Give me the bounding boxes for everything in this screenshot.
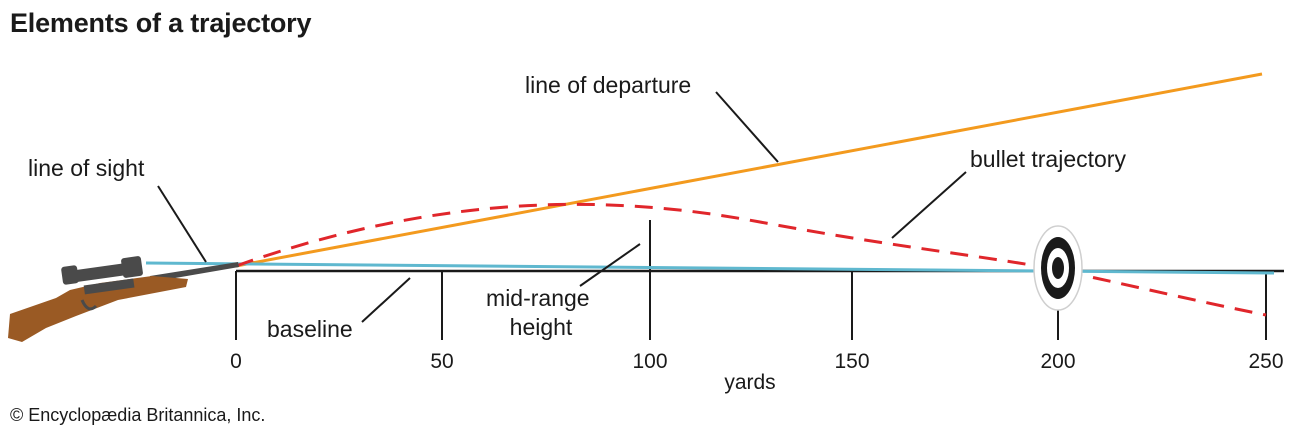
line-of-departure — [235, 72, 1263, 268]
label-mid-range-height: mid-range height — [486, 285, 596, 340]
pointer-mid-range-height — [579, 243, 641, 287]
tick-label-150: 150 — [834, 350, 869, 373]
label-line-of-departure: line of departure — [525, 72, 691, 98]
tick-label-0: 0 — [230, 350, 242, 373]
label-baseline: baseline — [267, 316, 353, 342]
label-mid-range-line2: height — [510, 314, 573, 340]
pointer-bullet-trajectory — [891, 171, 967, 239]
tick-label-100: 100 — [632, 350, 667, 373]
axis-unit-label: yards — [724, 371, 775, 394]
label-mid-range-line1: mid-range — [486, 285, 590, 311]
tick-label-50: 50 — [430, 350, 453, 373]
label-line-of-sight: line of sight — [28, 155, 145, 181]
tick-label-250: 250 — [1248, 350, 1283, 373]
pointer-line-of-departure — [715, 91, 779, 163]
label-bullet-trajectory: bullet trajectory — [970, 146, 1126, 172]
bullet-trajectory — [235, 202, 1267, 317]
tick-label-200: 200 — [1040, 350, 1075, 373]
copyright-credit: © Encyclopædia Britannica, Inc. — [10, 405, 266, 425]
line-of-sight — [145, 261, 1275, 275]
pointer-baseline — [361, 277, 411, 323]
pointer-line-of-sight — [157, 185, 207, 263]
target-icon — [1033, 225, 1083, 340]
rifle-icon — [8, 256, 239, 342]
page-title: Elements of a trajectory — [10, 8, 312, 38]
